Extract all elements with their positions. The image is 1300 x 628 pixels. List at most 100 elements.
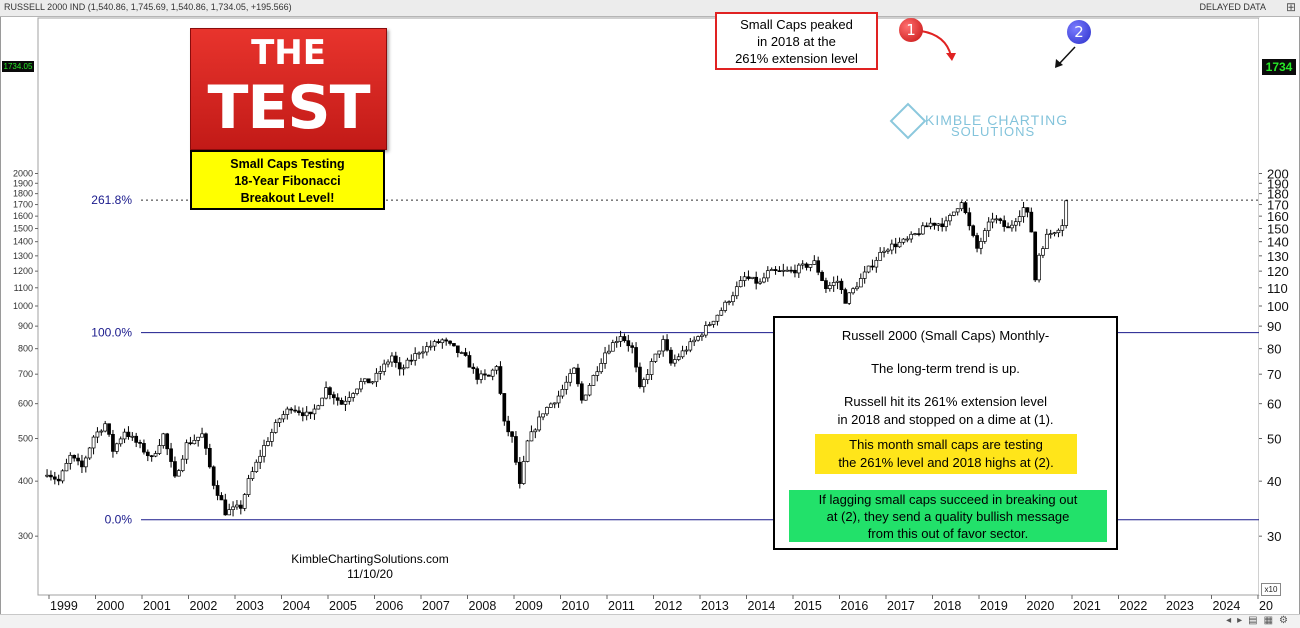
candle-body [630, 345, 635, 348]
x-axis-label: 2007 [422, 599, 450, 613]
candle-body [176, 470, 181, 477]
candle-body [254, 461, 259, 472]
candle-body [944, 220, 948, 228]
right-axis-label: 30 [1267, 529, 1281, 544]
left-axis-label: 1800 [13, 189, 33, 199]
candle-body [180, 458, 185, 471]
candle-body [479, 373, 483, 380]
candle-body [1006, 226, 1010, 229]
candle-body [738, 280, 743, 288]
candle-body [940, 223, 945, 228]
last-price-left-tag: 1734.05 [2, 61, 34, 72]
candle-body [45, 474, 49, 477]
subtitle-line-1: Small Caps Testing [230, 157, 345, 171]
candle-body [804, 263, 809, 268]
logo-line-1: THE [251, 33, 326, 73]
candle-body [161, 433, 166, 446]
x-axis-label: 2011 [608, 599, 635, 613]
candle-body [134, 435, 139, 443]
candle-body [618, 336, 623, 342]
green-line-3: from this out of favor sector. [867, 526, 1029, 541]
x-axis-label: 2013 [701, 599, 729, 613]
candle-body [827, 285, 832, 290]
marker-1-icon: 1 [899, 18, 923, 42]
right-axis-label: 90 [1267, 319, 1281, 334]
x-axis-label: 2014 [748, 599, 776, 613]
candle-body [258, 455, 263, 463]
candle-body [95, 431, 100, 438]
subtitle-line-3: Breakout Level! [240, 191, 335, 205]
subtitle-line-2: 18-Year Fibonacci [234, 174, 341, 188]
left-axis-label: 700 [18, 369, 33, 379]
watermark-line-1: KIMBLE CHARTING [925, 112, 1069, 128]
peak-callout-box: Small Caps peaked in 2018 at the 261% ex… [715, 12, 878, 70]
x-axis-label: 2012 [655, 599, 683, 613]
candle-body [610, 342, 615, 352]
candle-body [382, 363, 387, 372]
chart-toolbar: ◂▸▤▦⚙ [0, 614, 1300, 628]
candle-body [312, 408, 317, 415]
candle-body [824, 280, 828, 290]
fib-level-label: 0.0% [105, 513, 133, 527]
candle-body [277, 418, 282, 423]
candle-body [936, 223, 941, 226]
right-axis-label: 40 [1267, 474, 1281, 489]
commentary-box: Russell 2000 (Small Caps) Monthly- The l… [773, 316, 1118, 550]
candle-body [215, 485, 220, 496]
candle-body [145, 451, 150, 457]
candle-body [1021, 207, 1026, 217]
the-test-logo: THE TEST [190, 28, 387, 150]
candle-body [409, 359, 414, 362]
candle-body [986, 221, 991, 231]
toolbar-icons[interactable]: ◂▸▤▦⚙ [1226, 615, 1294, 626]
candle-body [486, 374, 491, 377]
candle-body [103, 423, 108, 432]
candle-body [324, 387, 328, 399]
right-axis-label: 200 [1267, 166, 1289, 181]
candle-body [889, 243, 894, 251]
candle-body [219, 495, 224, 501]
candle-body [467, 355, 472, 368]
fib-level-label: 100.0% [91, 326, 132, 340]
candle-body [591, 375, 596, 386]
delayed-data-label: DELAYED DATA [1199, 2, 1266, 12]
candle-body [800, 263, 805, 266]
x-axis-label: 2001 [143, 599, 171, 613]
candle-body [990, 218, 995, 223]
candle-body [703, 325, 708, 336]
candle-body [963, 202, 968, 213]
left-axis-label: 1600 [13, 211, 33, 221]
candle-body [428, 345, 433, 348]
candle-body [250, 471, 255, 479]
x-axis-label: 2019 [980, 599, 1008, 613]
green-line-2: at (2), they send a quality bullish mess… [826, 509, 1070, 524]
candle-body [1041, 248, 1045, 256]
candle-body [204, 433, 208, 449]
scale-multiplier-badge[interactable]: x10 [1261, 583, 1281, 596]
candle-body [599, 363, 604, 373]
candle-body [153, 453, 158, 457]
commentary-line-2b: in 2018 and stopped on a dime at (1). [837, 412, 1054, 427]
right-axis-label: 110 [1267, 281, 1288, 296]
marker-1-arrow [920, 30, 952, 57]
candle-body [1060, 225, 1065, 231]
candle-body [762, 277, 766, 283]
settings-icon[interactable]: ⊞ [1285, 0, 1296, 14]
candle-body [719, 310, 724, 316]
candle-body [355, 388, 359, 394]
candle-body [165, 433, 170, 450]
candle-body [820, 271, 824, 281]
candle-body [432, 341, 437, 347]
candle-body [521, 461, 526, 484]
candle-body [335, 397, 340, 401]
commentary-line-1: The long-term trend is up. [871, 361, 1020, 376]
candle-body [641, 379, 646, 388]
candle-body [475, 368, 480, 380]
candle-body [401, 367, 406, 370]
candle-body [870, 265, 875, 268]
candle-body [680, 350, 685, 358]
candle-body [948, 214, 952, 222]
right-axis-label: 170 [1267, 198, 1289, 213]
x-axis-label: 2004 [283, 599, 311, 613]
left-axis-label: 1400 [13, 237, 33, 247]
